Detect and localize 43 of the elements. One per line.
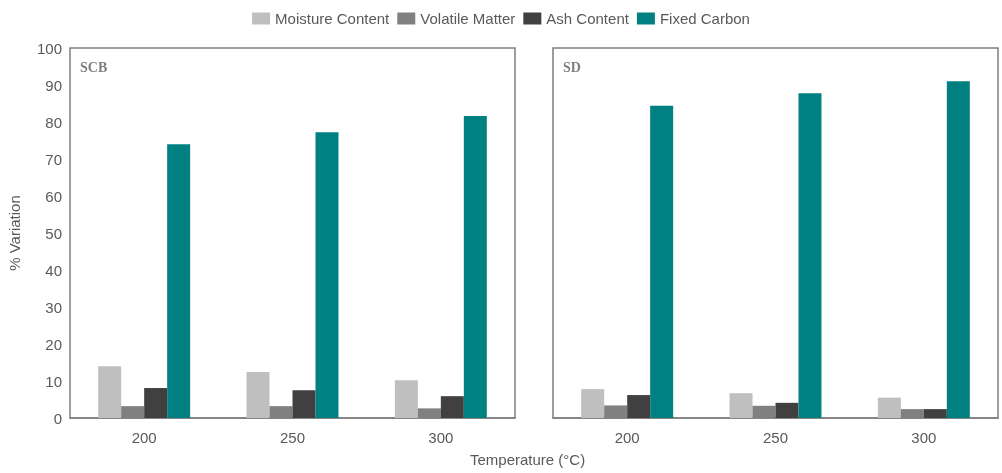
x-tick-label: 200 [614, 429, 640, 446]
bar [729, 393, 753, 418]
legend-label: Moisture Content [275, 10, 391, 27]
bar [463, 116, 487, 418]
bar [650, 105, 674, 418]
bar [292, 390, 316, 418]
bar [440, 396, 464, 418]
x-tick-label: 200 [131, 429, 157, 446]
x-tick-label: 250 [279, 429, 306, 446]
y-tick-label: 80 [45, 113, 62, 131]
bar [98, 366, 122, 418]
y-tick-label: 40 [45, 261, 62, 279]
legend-label: Ash Content [546, 10, 630, 27]
bar [798, 93, 822, 418]
y-tick-label: 30 [45, 298, 62, 316]
y-tick-label: 100 [36, 39, 62, 57]
bar [923, 409, 947, 418]
y-tick-label: 20 [45, 335, 62, 353]
text: SCB [80, 59, 108, 75]
y-tick-label: 0 [53, 409, 62, 427]
y-tick-label: 50 [45, 224, 62, 242]
x-tick-label: 250 [762, 429, 789, 446]
legend-label: Fixed Carbon [659, 10, 750, 27]
bar [315, 132, 339, 418]
bar [775, 402, 799, 418]
x-tick-label: 300 [428, 429, 454, 446]
y-axis-title: % Variation [6, 195, 23, 271]
bar [946, 81, 970, 418]
text: SD [563, 59, 581, 75]
y-tick-label: 10 [45, 372, 62, 390]
legend-label: Volatile Matter [420, 10, 516, 27]
x-tick-label: 300 [911, 429, 937, 446]
bar [394, 380, 418, 418]
bar [246, 372, 270, 418]
bar [581, 389, 605, 418]
bar [167, 144, 191, 418]
bar [877, 397, 901, 418]
y-tick-label: 60 [45, 187, 62, 205]
y-tick-label: 70 [45, 150, 62, 168]
y-tick-label: 90 [45, 76, 62, 94]
bar [627, 395, 651, 418]
bar [144, 388, 168, 418]
x-axis-title: Temperature (°C) [470, 451, 586, 468]
